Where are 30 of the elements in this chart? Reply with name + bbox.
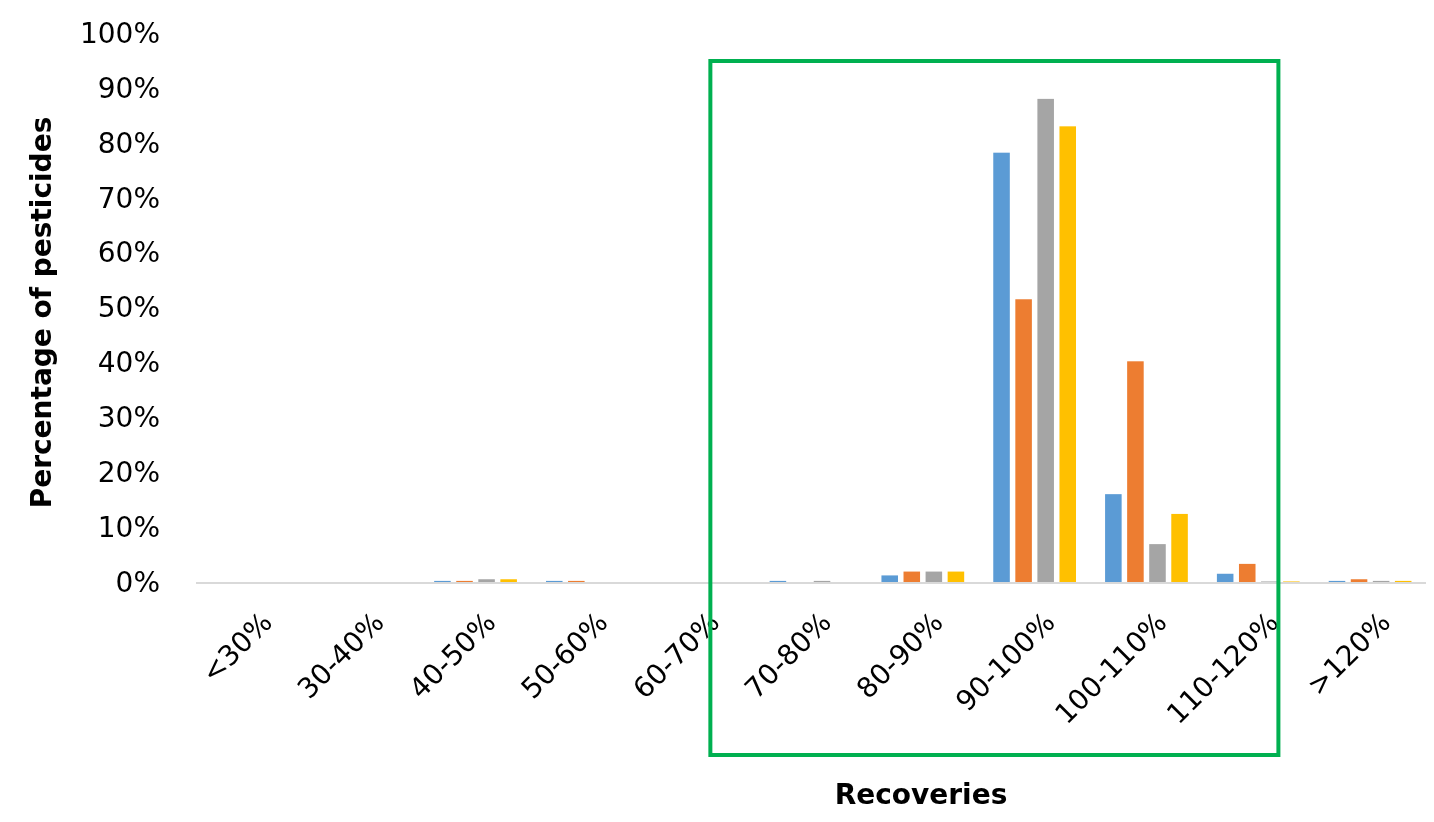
bar bbox=[947, 571, 965, 582]
bar bbox=[993, 152, 1010, 582]
y-tick-label: 40% bbox=[97, 346, 160, 380]
bar bbox=[478, 579, 495, 582]
bar bbox=[1238, 563, 1256, 582]
y-tick-label: 90% bbox=[97, 71, 160, 105]
bar bbox=[500, 579, 517, 582]
y-tick-label: 60% bbox=[97, 236, 160, 270]
bar bbox=[1015, 299, 1032, 582]
x-axis-title: Recoveries bbox=[834, 778, 1008, 811]
bar bbox=[1037, 98, 1054, 582]
y-tick-label: 20% bbox=[97, 456, 160, 489]
bar bbox=[1216, 573, 1234, 582]
bar bbox=[903, 571, 921, 582]
y-tick-label: 50% bbox=[97, 291, 160, 325]
bar bbox=[881, 575, 898, 582]
y-tick-label: 0% bbox=[115, 565, 160, 599]
y-tick-label: 100% bbox=[79, 16, 160, 50]
bar bbox=[1149, 544, 1166, 582]
y-tick-label: 70% bbox=[97, 181, 160, 215]
bar bbox=[1059, 126, 1077, 582]
y-tick-label: 80% bbox=[97, 126, 160, 160]
bar bbox=[925, 571, 943, 582]
bar bbox=[1171, 513, 1188, 582]
y-axis-title: Percentage of pesticides bbox=[25, 116, 58, 509]
bar bbox=[1105, 494, 1122, 582]
y-tick-label: 30% bbox=[97, 401, 160, 435]
bar bbox=[1350, 579, 1368, 582]
bar bbox=[1127, 361, 1144, 582]
y-tick-label: 10% bbox=[97, 510, 160, 544]
